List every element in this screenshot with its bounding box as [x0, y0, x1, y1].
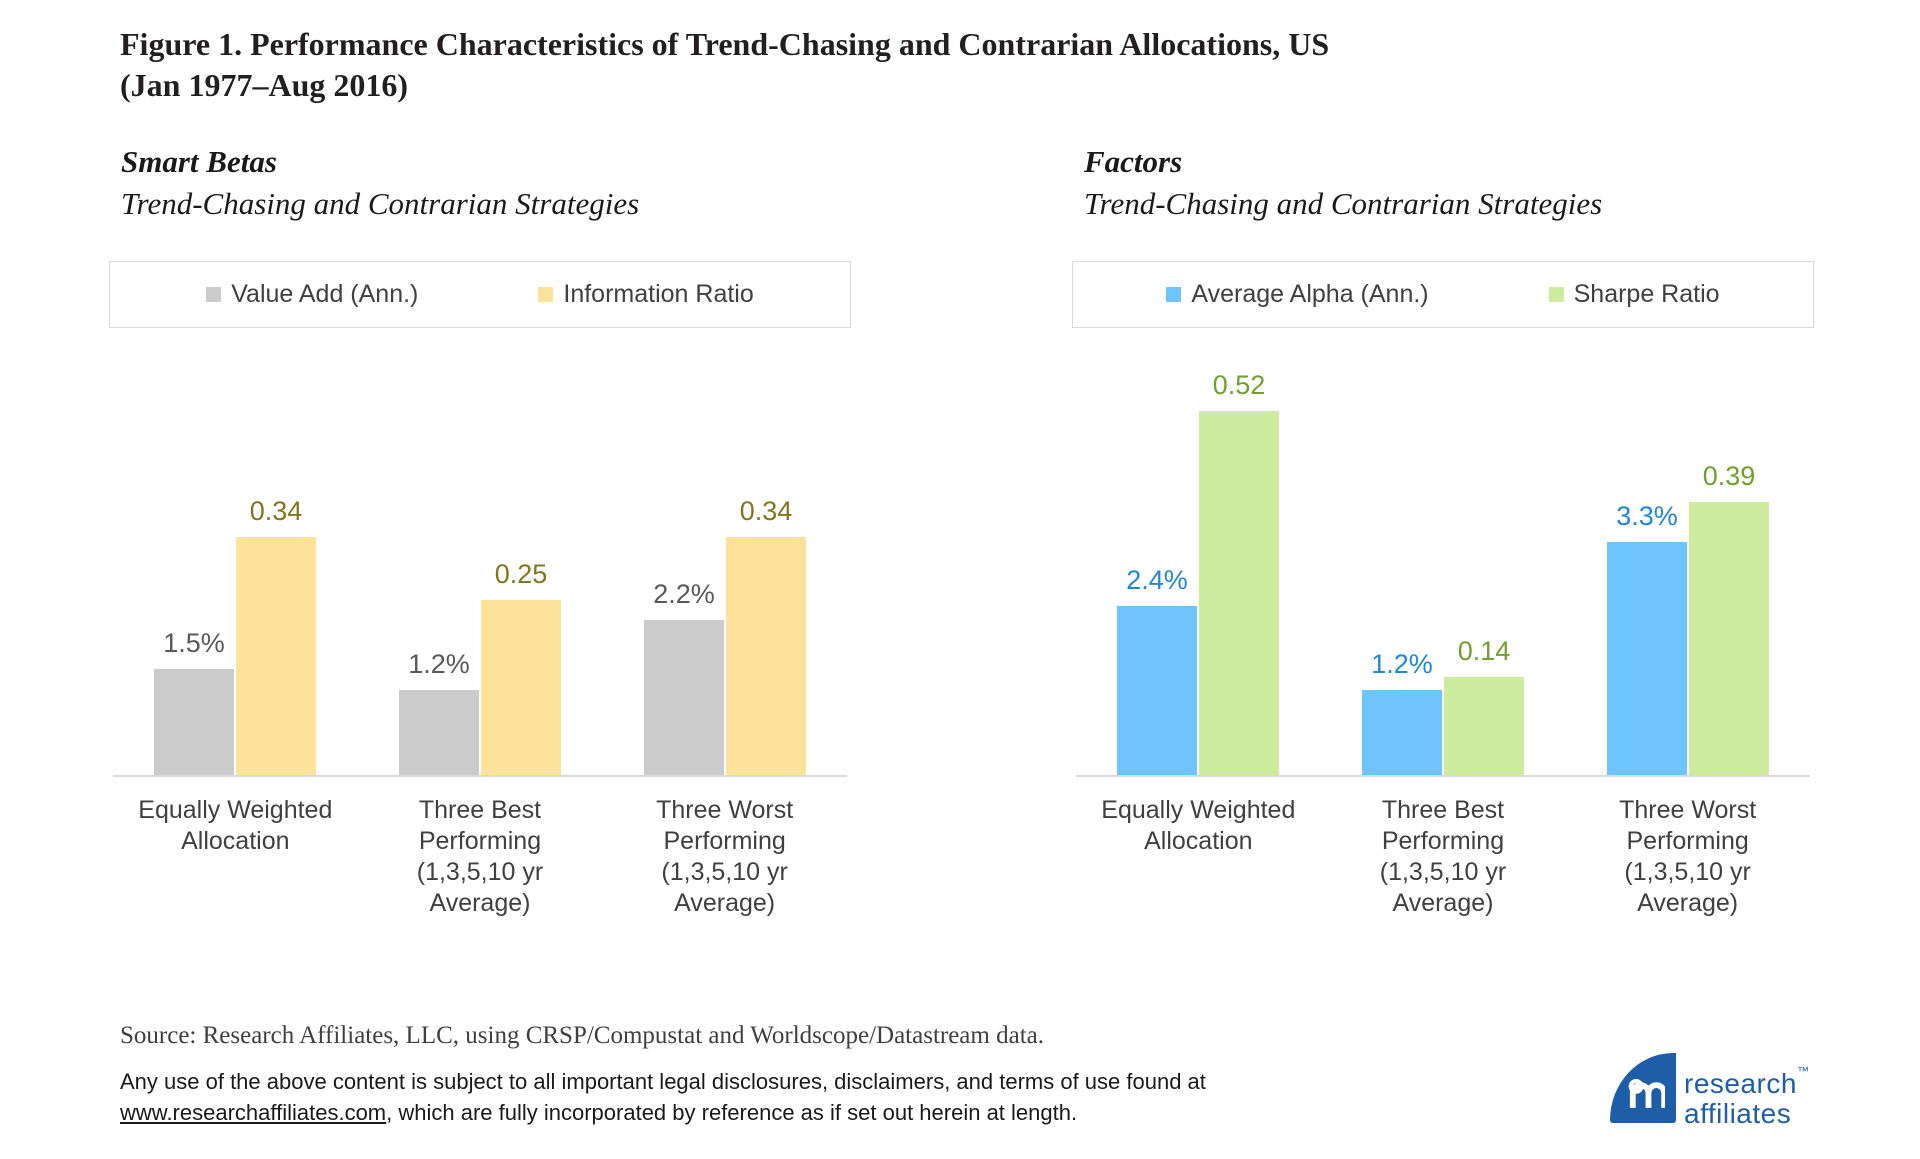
bar [726, 537, 806, 775]
bar [644, 620, 724, 775]
bar-value-label: 1.2% [408, 649, 470, 679]
bar-value-label: 3.3% [1616, 501, 1678, 531]
chart-heading: Factors [1084, 144, 1183, 179]
legend: Value Add (Ann.) Information Ratio [109, 261, 851, 328]
category-axis: Equally Weighted Allocation Three Best P… [113, 795, 847, 919]
chart-subheading: Trend-Chasing and Contrarian Strategies [1084, 186, 1603, 221]
category-label: Three Worst Performing (1,3,5,10 yr Aver… [656, 796, 794, 917]
legend-item-sharpe-ratio: Sharpe Ratio [1548, 280, 1720, 309]
legal-text-before-link: Any use of the above content is subject … [120, 1069, 1206, 1094]
bar-value-label: 0.52 [1212, 370, 1266, 400]
plot-area: 2.4% 0.52 1.2% 0.14 3.3% 0.39 [1076, 357, 1810, 777]
legend-swatch-icon [1548, 287, 1564, 302]
ra-monogram-icon [1610, 1053, 1676, 1123]
legend-label: Sharpe Ratio [1573, 280, 1720, 308]
research-affiliates-link[interactable]: www.researchaffiliates.com [120, 1100, 387, 1125]
category-label: Three Worst Performing (1,3,5,10 yr Aver… [1619, 796, 1757, 917]
legend-label: Value Add (Ann.) [231, 280, 419, 308]
category-label: Three Best Performing (1,3,5,10 yr Avera… [416, 796, 544, 917]
legend-item-information-ratio: Information Ratio [538, 280, 754, 309]
bar [1607, 542, 1687, 775]
bar-value-label: 0.25 [494, 559, 548, 589]
chart-heading: Smart Betas [121, 144, 277, 179]
bar [1199, 411, 1279, 775]
trademark-symbol: ™ [1796, 1064, 1809, 1078]
bar [154, 669, 234, 775]
research-affiliates-logo: research™ affiliates [1610, 1053, 1850, 1129]
chart-subheading: Trend-Chasing and Contrarian Strategies [121, 186, 640, 221]
category-label: Three Best Performing (1,3,5,10 yr Avera… [1379, 796, 1507, 917]
bar-value-label: 2.4% [1126, 565, 1188, 595]
source-note: Source: Research Affiliates, LLC, using … [120, 1022, 1044, 1049]
legend-item-value-add: Value Add (Ann.) [206, 280, 418, 309]
category-label: Equally Weighted Allocation [1101, 796, 1296, 855]
legend-label: Average Alpha (Ann.) [1191, 280, 1429, 308]
bar [1117, 606, 1197, 775]
plot-area: 1.5% 0.34 1.2% 0.25 2.2% 0.34 [113, 357, 847, 777]
bar-value-label: 2.2% [653, 579, 715, 609]
bar [481, 600, 561, 775]
bar [399, 690, 479, 775]
bar [1362, 690, 1442, 775]
bar-value-label: 0.34 [249, 496, 303, 526]
bar-value-label: 1.2% [1371, 649, 1433, 679]
bar-value-label: 0.39 [1702, 461, 1756, 491]
chart-smart-betas: Smart Betas Trend-Chasing and Contrarian… [109, 130, 857, 1000]
legend-swatch-icon [1166, 287, 1182, 302]
chart-factors: Factors Trend-Chasing and Contrarian Str… [1072, 130, 1820, 1000]
bar [1444, 677, 1524, 775]
legend-swatch-icon [206, 287, 222, 302]
legal-text-after-link: , which are fully incorporated by refere… [386, 1100, 1078, 1125]
logo-word-research: research [1684, 1068, 1797, 1099]
legal-disclaimer: Any use of the above content is subject … [120, 1066, 1340, 1128]
category-axis: Equally Weighted Allocation Three Best P… [1076, 795, 1810, 919]
legend: Average Alpha (Ann.) Sharpe Ratio [1072, 261, 1814, 328]
figure-title: Figure 1. Performance Characteristics of… [120, 26, 1330, 103]
logo-wordmark: research™ affiliates [1684, 1056, 1809, 1129]
legend-swatch-icon [538, 287, 554, 302]
bar [1689, 502, 1769, 775]
category-label: Equally Weighted Allocation [138, 796, 333, 855]
bar [236, 537, 316, 775]
bar-value-label: 0.34 [739, 496, 793, 526]
logo-word-affiliates: affiliates [1684, 1098, 1792, 1129]
bar-value-label: 0.14 [1457, 636, 1511, 666]
legend-label: Information Ratio [563, 280, 754, 308]
legend-item-average-alpha: Average Alpha (Ann.) [1166, 280, 1429, 309]
bar-value-label: 1.5% [163, 628, 225, 658]
